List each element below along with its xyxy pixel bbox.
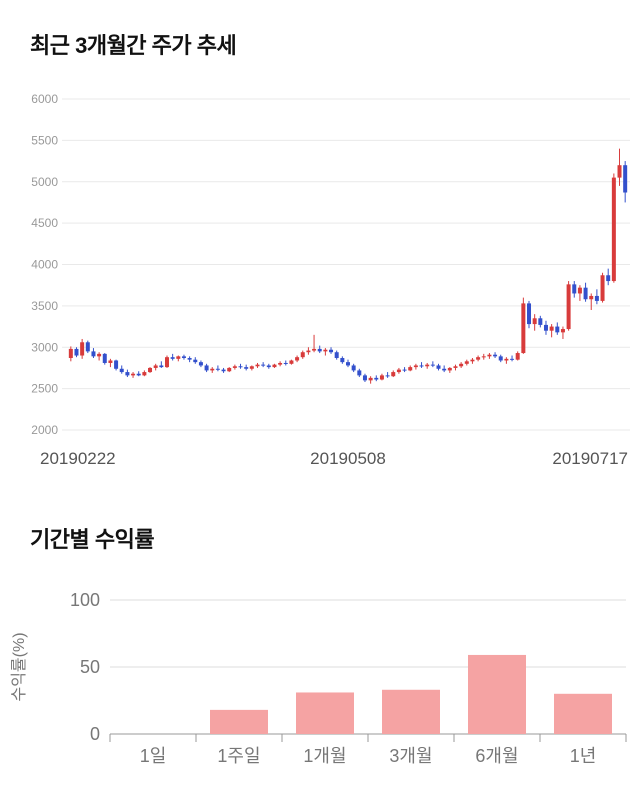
- svg-text:4500: 4500: [31, 216, 58, 230]
- bar-chart: 0 50 100 1일 1주일 1개월 3개월 6개월 1년 수익률(%): [10, 590, 627, 766]
- candlestick-chart: 2000 2500 3000 3500 4000 4500 5000 5500 6000 2019…: [31, 92, 630, 468]
- svg-text:3000: 3000: [31, 340, 58, 354]
- svg-text:6개월: 6개월: [475, 746, 518, 766]
- svg-text:0: 0: [90, 724, 100, 744]
- svg-text:4000: 4000: [31, 258, 58, 272]
- svg-text:수익률(%): 수익률(%): [10, 632, 28, 701]
- svg-text:1년: 1년: [570, 746, 597, 766]
- svg-text:1주일: 1주일: [217, 746, 260, 766]
- svg-text:20190222: 20190222: [40, 449, 116, 468]
- svg-text:5500: 5500: [31, 133, 58, 147]
- svg-text:3500: 3500: [31, 299, 58, 313]
- svg-text:2500: 2500: [31, 382, 58, 396]
- svg-text:2000: 2000: [31, 423, 58, 437]
- svg-text:20190717: 20190717: [552, 449, 628, 468]
- svg-text:1일: 1일: [140, 746, 167, 766]
- svg-text:100: 100: [70, 590, 100, 610]
- svg-text:50: 50: [80, 657, 100, 677]
- svg-text:5000: 5000: [31, 175, 58, 189]
- price-trend-title: 최근 3개월간 주가 추세: [30, 33, 237, 58]
- svg-text:20190508: 20190508: [310, 449, 386, 468]
- svg-text:6000: 6000: [31, 92, 58, 106]
- svg-text:1개월: 1개월: [303, 746, 346, 766]
- returns-title: 기간별 수익률: [30, 527, 155, 552]
- svg-text:3개월: 3개월: [389, 746, 432, 766]
